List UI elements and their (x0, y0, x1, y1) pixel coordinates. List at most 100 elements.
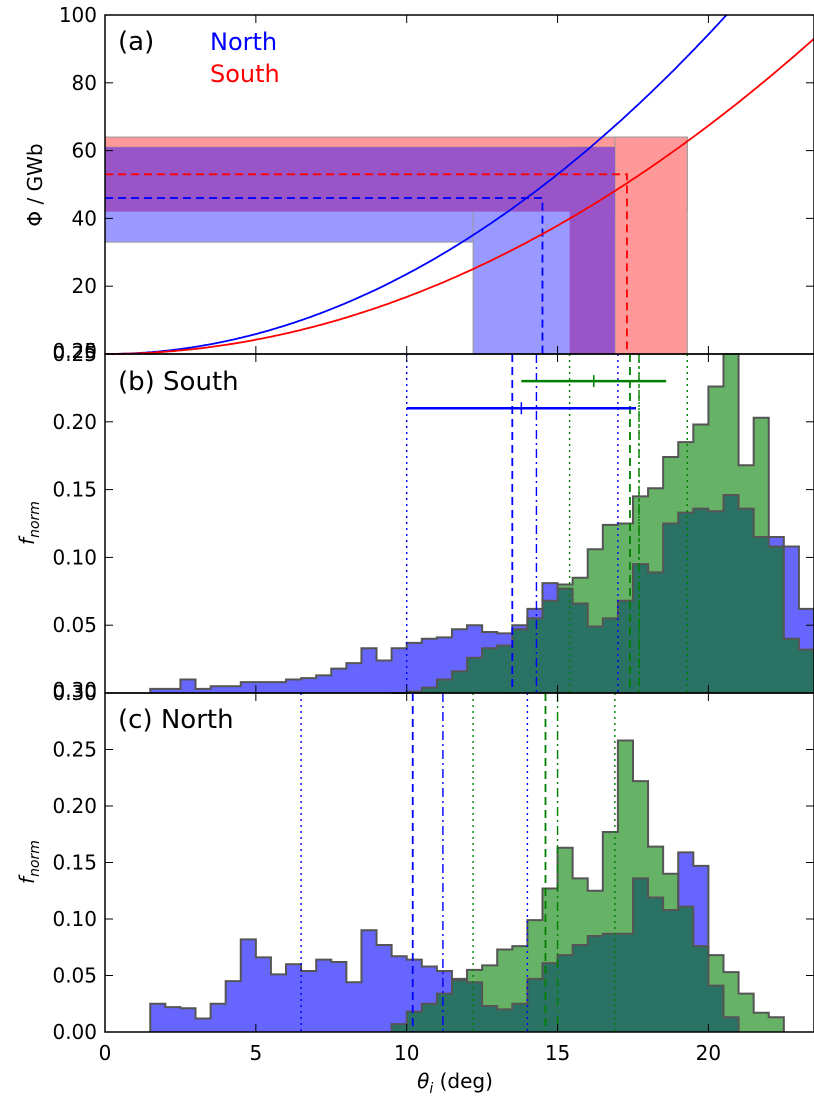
bar-north (331, 961, 347, 1032)
y-tick-label: 100 (59, 3, 97, 27)
bar-overlap (753, 537, 769, 693)
bar-north (301, 970, 317, 1032)
bar-overlap (678, 512, 694, 693)
bar-overlap (708, 511, 724, 693)
bar-overlap (512, 1003, 528, 1032)
statistic-lines (300, 693, 616, 1032)
bar-north (346, 663, 362, 693)
bar-north (286, 679, 302, 693)
bar-overlap (602, 933, 618, 1032)
reference-line-south (105, 173, 628, 354)
outline-south (390, 739, 785, 1032)
panel-b-ticks: 0.050.100.150.200.250.25 (52, 339, 814, 694)
x-axis-label: θi (deg) (417, 1069, 493, 1097)
bar-north (180, 679, 196, 693)
overlap-theta-band (569, 147, 615, 354)
bar-overlap (482, 648, 498, 693)
x-tick-label: 15 (545, 1041, 570, 1065)
bar-overlap (708, 985, 724, 1032)
reference-line-north (105, 197, 544, 354)
bar-north (301, 678, 317, 693)
panel-b: 0.050.100.150.200.250.25 (b) South fnorm (15, 339, 814, 694)
bar-north (316, 675, 332, 693)
bar-overlap (497, 1009, 513, 1032)
bar-overlap (693, 946, 709, 1032)
bar-overlap (497, 645, 513, 693)
bar-north (195, 1018, 211, 1032)
bar-north (346, 982, 362, 1032)
bar-north (391, 648, 407, 693)
bar-overlap (693, 508, 709, 693)
y-tick-label: 20 (72, 274, 97, 298)
bar-north (361, 648, 377, 693)
panel-c-frame (104, 692, 814, 1033)
bar-north (270, 682, 287, 693)
panel-a-ticks: 20 40 60 80 100 0 (59, 3, 814, 363)
bar-overlap (798, 649, 814, 693)
y-tick-label: 0.25 (52, 738, 97, 762)
flux-bands (104, 136, 688, 355)
bar-overlap (678, 906, 694, 1032)
bar-north (180, 1008, 196, 1032)
bar-north (225, 981, 241, 1032)
bar-overlap (587, 626, 603, 693)
y-tick-label: 0.20 (52, 794, 97, 818)
y-axis-label-b: fnorm (15, 501, 43, 545)
bar-north (406, 642, 422, 693)
bar-north (361, 930, 377, 1032)
bar-north (316, 959, 332, 1032)
bar-overlap (467, 657, 483, 693)
y-tick-label: 0.15 (52, 851, 97, 875)
bar-overlap (648, 572, 664, 693)
statistic-lines (406, 354, 688, 693)
y-tick-label: 60 (72, 139, 97, 163)
bar-overlap (406, 1011, 422, 1032)
bar-overlap (467, 982, 483, 1032)
panel-c-ticks: 0.000.050.100.150.200.250.300 5 10 15 200.30 (52, 678, 814, 1065)
x-tick-label: 10 (394, 1041, 419, 1065)
y-tick-label: 0.05 (52, 964, 97, 988)
bar-north (165, 1007, 181, 1032)
y-tick-label: 0.15 (52, 478, 97, 502)
bar-north (376, 660, 392, 693)
bar-overlap (632, 878, 649, 1032)
bar-north (150, 1003, 166, 1032)
bar-south (738, 993, 754, 1032)
bar-overlap (723, 495, 739, 693)
bar-overlap (421, 687, 437, 693)
y-axis-label-c: fnorm (15, 840, 43, 884)
y-tick-label: 0.20 (52, 410, 97, 434)
bar-north (210, 1003, 226, 1032)
bar-north (150, 688, 166, 693)
bar-north (255, 682, 271, 693)
bar-overlap (451, 671, 468, 693)
bar-north (240, 682, 256, 693)
y-tick-label: 80 (72, 71, 97, 95)
bar-overlap (436, 993, 452, 1032)
bar-overlap (512, 629, 528, 693)
bar-overlap (587, 935, 603, 1032)
bar-overlap (482, 1006, 498, 1032)
bar-north (421, 638, 437, 693)
panel-a: 20 40 60 80 100 0 (a) North South Φ / GWb (23, 3, 814, 363)
bar-overlap (542, 600, 558, 693)
bar-overlap (391, 1024, 407, 1032)
y-tick-label: 0.25 (52, 342, 97, 366)
curve-north (105, 14, 728, 355)
y-tick-label: 0.25 (52, 339, 97, 363)
bar-north (240, 939, 256, 1032)
bar-north (210, 686, 226, 693)
bar-north (255, 957, 271, 1032)
histogram-north (149, 739, 785, 1032)
outline-north (149, 494, 814, 693)
bar-overlap (572, 603, 588, 693)
overlap-phi-band (105, 147, 615, 212)
panel-b-label: (b) South (118, 367, 239, 397)
legend-north: North (210, 28, 277, 56)
bar-overlap (723, 1017, 739, 1032)
y-axis-label-a: Φ / GWb (23, 143, 47, 226)
y-tick-label: 0.30 (52, 678, 97, 702)
bar-north (195, 688, 211, 693)
y-tick-label: 0.30 (52, 681, 97, 705)
